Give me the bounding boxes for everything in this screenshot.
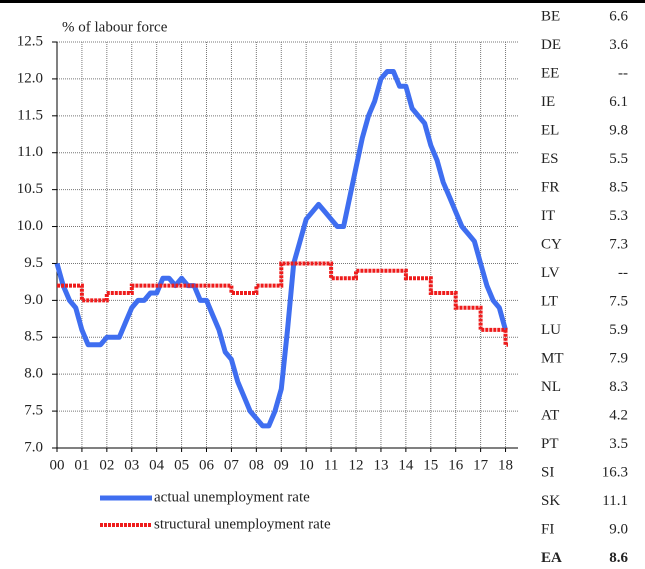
series-line xyxy=(57,261,508,347)
table-value: 4.2 xyxy=(609,407,628,423)
table-value: 7.3 xyxy=(609,236,628,252)
table-value: 8.5 xyxy=(609,179,628,195)
table-value: 8.6 xyxy=(609,550,628,566)
x-tick-label: 11 xyxy=(324,457,338,473)
y-tick-label: 11.0 xyxy=(17,144,43,160)
y-tick-label: 7.0 xyxy=(24,439,43,455)
x-tick-label: 14 xyxy=(398,457,414,473)
table-value: 6.6 xyxy=(609,8,628,24)
table-code: AT xyxy=(541,407,559,423)
table-code: ES xyxy=(541,151,559,167)
y-tick-label: 9.5 xyxy=(24,255,43,271)
table-code: SK xyxy=(541,493,560,509)
x-tick-label: 08 xyxy=(249,457,264,473)
axis-annotation: % of labour force xyxy=(62,19,168,35)
table-code: FI xyxy=(541,521,554,537)
x-tick-label: 16 xyxy=(448,457,464,473)
table-code: IE xyxy=(541,94,555,110)
table-code: FR xyxy=(541,179,559,195)
y-tick-label: 12.5 xyxy=(17,33,43,49)
y-tick-label: 11.5 xyxy=(17,107,43,123)
x-tick-label: 12 xyxy=(349,457,364,473)
table-code: DE xyxy=(541,37,561,53)
table-value: 3.6 xyxy=(609,37,628,53)
y-tick-label: 10.0 xyxy=(17,218,43,234)
x-tick-label: 18 xyxy=(498,457,513,473)
x-tick-label: 03 xyxy=(124,457,139,473)
table-code: EL xyxy=(541,122,559,138)
table-value: 7.5 xyxy=(609,293,628,309)
top-rule xyxy=(0,0,645,3)
x-tick-label: 04 xyxy=(149,457,165,473)
table-value: 5.3 xyxy=(609,208,628,224)
table-value: 6.1 xyxy=(609,94,628,110)
x-tick-label: 02 xyxy=(99,457,114,473)
table-code: IT xyxy=(541,208,555,224)
table-value: 8.3 xyxy=(609,379,628,395)
table-code: BE xyxy=(541,8,560,24)
table-value: 9.0 xyxy=(609,521,628,537)
x-tick-label: 05 xyxy=(174,457,189,473)
table-value: 7.9 xyxy=(609,350,628,366)
x-tick-label: 10 xyxy=(299,457,314,473)
y-tick-label: 8.0 xyxy=(24,366,43,382)
table-code: LT xyxy=(541,293,558,309)
table-code: LU xyxy=(541,322,561,338)
table-value: 5.5 xyxy=(609,151,628,167)
table-code: LV xyxy=(541,265,560,281)
x-tick-label: 17 xyxy=(473,457,489,473)
x-tick-label: 00 xyxy=(50,457,65,473)
legend-label: actual unemployment rate xyxy=(154,489,310,505)
x-tick-label: 06 xyxy=(199,457,215,473)
table-value: 16.3 xyxy=(602,464,628,480)
y-tick-label: 7.5 xyxy=(24,403,43,419)
table-value: -- xyxy=(618,65,628,81)
table-code: EA xyxy=(541,550,562,566)
series-line xyxy=(54,69,508,429)
x-tick-label: 09 xyxy=(274,457,289,473)
table-value: 9.8 xyxy=(609,122,628,138)
table-value: 3.5 xyxy=(609,436,628,452)
legend-label: structural unemployment rate xyxy=(154,516,331,532)
x-tick-label: 07 xyxy=(224,457,240,473)
table-value: 11.1 xyxy=(602,493,628,509)
table-code: NL xyxy=(541,379,561,395)
x-tick-label: 15 xyxy=(423,457,438,473)
table-value: -- xyxy=(618,265,628,281)
table-code: SI xyxy=(541,464,554,480)
table-code: CY xyxy=(541,236,562,252)
y-tick-label: 9.0 xyxy=(24,292,43,308)
table-code: PT xyxy=(541,436,559,452)
y-tick-label: 8.5 xyxy=(24,329,43,345)
table-code: MT xyxy=(541,350,564,366)
y-tick-label: 10.5 xyxy=(17,181,43,197)
x-tick-label: 13 xyxy=(373,457,388,473)
x-tick-label: 01 xyxy=(74,457,89,473)
table-code: EE xyxy=(541,65,559,81)
y-tick-label: 12.0 xyxy=(17,70,43,86)
table-value: 5.9 xyxy=(609,322,628,338)
